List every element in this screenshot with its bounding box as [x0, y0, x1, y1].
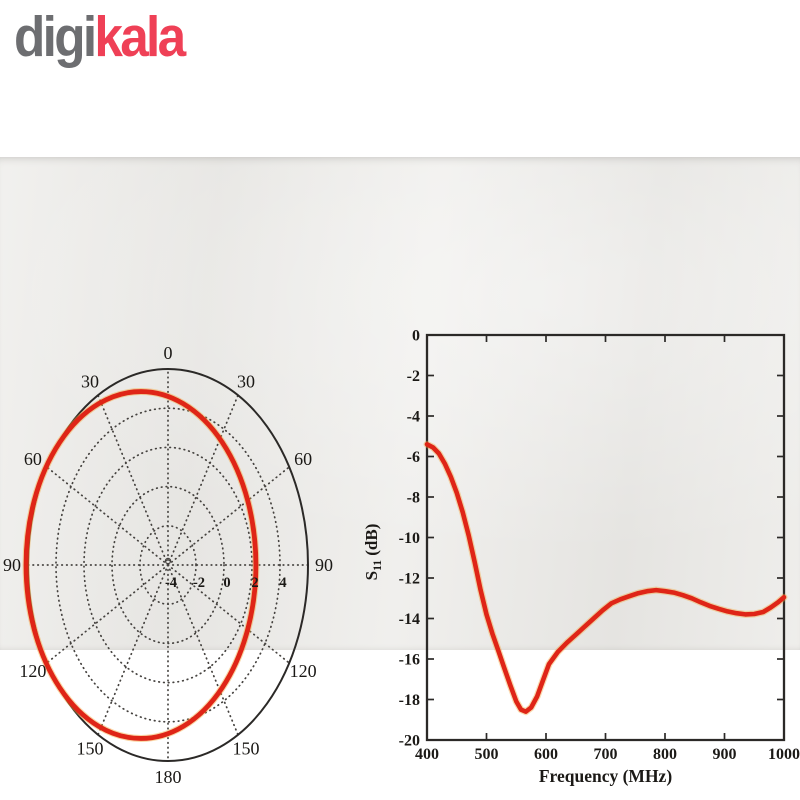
polar-spoke — [167, 564, 291, 664]
polar-angle-label: 180 — [155, 767, 182, 787]
polar-radial-labels: -4 -2 0 2 4 — [165, 575, 287, 591]
polar-spoke — [167, 466, 291, 566]
x-tick-labels: 400 500 600 700 800 900 1000 — [415, 746, 800, 763]
y-tick-label: -16 — [399, 652, 420, 669]
polar-angle-label: 0 — [164, 343, 173, 363]
y-tick-label: 0 — [412, 328, 420, 345]
y-tick-label: -8 — [407, 490, 420, 507]
logo-kala: kala — [94, 5, 186, 69]
y-tick-label: -6 — [407, 449, 420, 466]
x-tick-label: 600 — [534, 746, 558, 763]
polar-angle-label: 60 — [24, 449, 42, 469]
polar-grid-rings — [55, 407, 281, 723]
s11-curve-halo — [423, 440, 788, 716]
x-axis-title: Frequency (MHz) — [539, 766, 672, 786]
polar-radial-label: -4 — [165, 575, 177, 591]
y-tick-label: -10 — [399, 530, 420, 547]
axes-frame — [425, 333, 786, 742]
y-tick-label: -4 — [407, 409, 420, 426]
digikala-logo: digikala — [14, 5, 186, 69]
logo-digi: digi — [14, 5, 97, 69]
polar-spoke — [45, 466, 169, 566]
polar-angle-label: 90 — [315, 555, 333, 575]
polar-spoke — [97, 564, 169, 736]
paper-photo: 0 30 60 90 120 150 180 150 120 90 60 30 -4 -2 0 2 4 400 5… — [0, 157, 800, 787]
polar-ring — [55, 407, 281, 723]
y-axis-title: S11 (dB) — [362, 524, 384, 581]
polar-spoke — [45, 564, 169, 664]
axis-ticks — [426, 334, 785, 741]
x-tick-label: 400 — [415, 746, 439, 763]
polar-grid-spokes — [27, 368, 309, 762]
polar-angle-label: 150 — [77, 739, 104, 759]
polar-angle-label: 30 — [81, 371, 99, 391]
polar-spoke — [167, 564, 239, 736]
x-tick-label: 800 — [653, 746, 677, 763]
polar-angle-label: 120 — [290, 661, 317, 681]
y-tick-labels: 0 -2 -4 -6 -8 -10 -12 -14 -16 -18 -20 — [399, 328, 420, 750]
polar-center-marker — [164, 557, 172, 565]
polar-angle-label: 150 — [233, 739, 260, 759]
polar-angle-labels: 0 30 60 90 120 150 180 150 120 90 60 30 — [3, 343, 333, 787]
polar-spoke — [97, 394, 169, 566]
polar-angle-label: 120 — [19, 661, 46, 681]
y-tick-label: -2 — [407, 368, 420, 385]
polar-radial-label: 4 — [279, 575, 286, 591]
polar-ring — [111, 485, 225, 645]
polar-radial-label: -2 — [193, 575, 205, 591]
y-tick-label: -18 — [399, 692, 420, 709]
x-tick-label: 500 — [475, 746, 499, 763]
polar-angle-label: 30 — [237, 371, 255, 391]
s11-curve — [424, 442, 787, 714]
x-tick-label: 700 — [594, 746, 618, 763]
x-tick-label: 900 — [713, 746, 737, 763]
s11-frequency-chart: 400 500 600 700 800 900 1000 0 -2 -4 -6 -8 -10 -12 -14… — [362, 328, 800, 787]
polar-angle-label: 90 — [3, 555, 21, 575]
polar-radial-label: 0 — [223, 575, 230, 591]
pattern-curve — [23, 389, 259, 741]
polar-radial-label: 2 — [251, 575, 258, 591]
y-tick-label: -12 — [399, 571, 420, 588]
polar-angle-label: 60 — [294, 449, 312, 469]
x-tick-label: 1000 — [768, 746, 800, 763]
polar-spoke — [167, 394, 239, 566]
polar-ring — [83, 446, 253, 684]
y-tick-label: -14 — [399, 611, 420, 628]
polar-ring — [139, 524, 197, 606]
y-tick-label: -20 — [399, 733, 420, 750]
radiation-pattern-polar-chart: 0 30 60 90 120 150 180 150 120 90 60 30 -4 -2 0 2 4 — [3, 343, 333, 787]
